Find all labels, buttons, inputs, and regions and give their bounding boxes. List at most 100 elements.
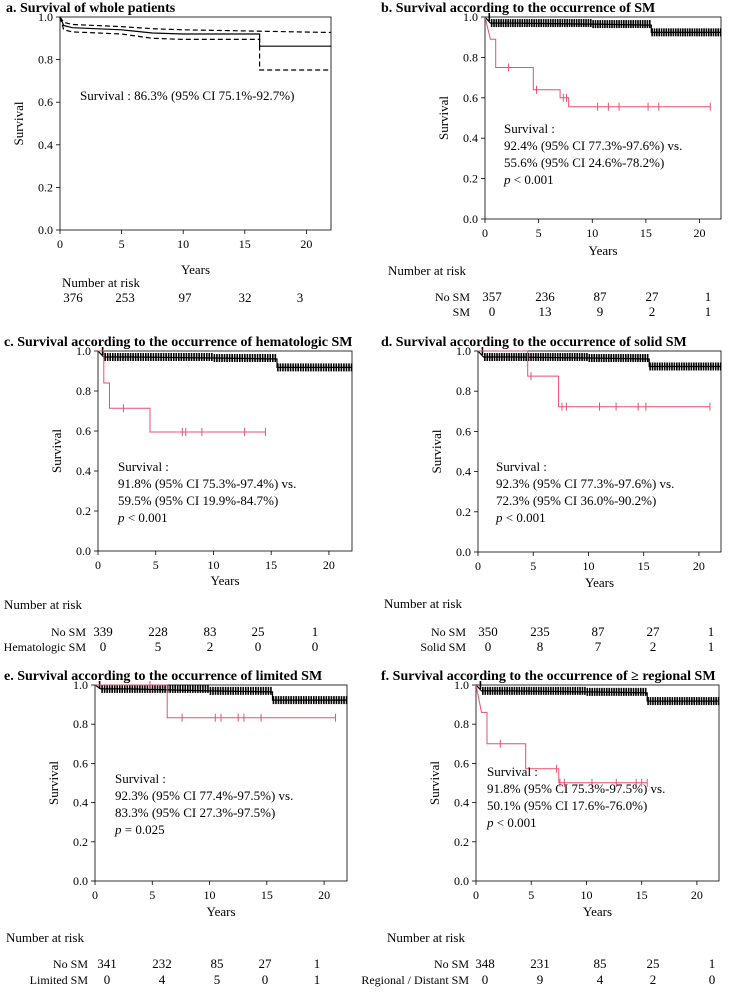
risk-value: 235 [530,624,550,639]
annotation-line: 91.8% (95% CI 75.3%-97.5%) vs. [487,781,665,796]
x-axis-label: Years [583,904,612,919]
risk-value: 1 [709,956,716,971]
y-tick-label: 0.6 [38,95,53,109]
y-tick-label: 0.6 [456,424,471,438]
plot-frame [59,16,332,231]
y-tick-label: 0.8 [463,50,478,64]
p-value: < 0.001 [503,510,546,525]
y-tick-label: 0.6 [463,91,478,105]
risk-value: 0 [312,639,319,654]
y-tick-label: 0.0 [76,544,91,558]
annotation-line: 92.3% (95% CI 77.4%-97.5%) vs. [115,788,293,803]
risk-value: 0 [709,972,716,987]
risk-value: 1 [705,304,712,319]
y-tick-label: 0.8 [454,717,469,731]
y-tick-label: 0.4 [76,464,91,478]
risk-row-label: Limited SM [30,973,89,987]
risk-value: 25 [252,624,265,639]
risk-value: 27 [647,624,661,639]
y-tick-label: 0.2 [463,172,478,186]
plot-frame [97,350,353,552]
annotation-line: Survival : [115,771,166,786]
y-tick-label: 0.4 [38,138,53,152]
risk-value: 5 [155,639,162,654]
plot-frame [484,16,722,220]
risk-value: 8 [537,639,544,654]
panel-title: f. Survival according to the occurrence … [381,669,716,684]
series-upper-ci [59,16,332,34]
x-axis-label: Years [588,243,617,258]
risk-header: Number at risk [388,263,466,278]
plot-frame [94,684,348,882]
risk-value: 0 [100,639,107,654]
annotation-line: Survival : [118,459,169,474]
risk-value: 85 [594,956,607,971]
risk-value: 0 [104,972,111,987]
annotation-line: Survival : [496,459,547,474]
risk-value: 9 [597,304,604,319]
risk-value: 1 [314,972,321,987]
risk-row-label: No SM [434,957,469,971]
series-sm [95,684,336,719]
p-symbol: p [114,822,122,837]
y-tick-label: 0.4 [454,796,469,810]
x-tick-label: 10 [580,888,592,902]
annotation-line: p < 0.001 [503,172,554,187]
risk-value: 376 [63,290,83,305]
x-tick-label: 20 [694,226,706,240]
y-tick-label: 0.4 [456,465,471,479]
risk-header: Number at risk [384,596,462,611]
risk-row-label: No SM [51,625,86,639]
annotation-line: p < 0.001 [486,815,537,830]
annotation-line: 92.4% (95% CI 77.3%-97.6%) vs. [504,138,682,153]
x-tick-label: 0 [475,559,481,573]
risk-value: 236 [535,289,555,304]
series-lower-ci [59,16,331,71]
x-tick-label: 5 [153,558,159,572]
x-tick-label: 5 [149,888,155,902]
risk-value: 83 [204,624,217,639]
annotation-line: p = 0.025 [114,822,165,837]
p-symbol: p [117,510,125,525]
y-tick-label: 1.0 [38,10,53,24]
risk-value: 4 [159,972,166,987]
panel-d: d. Survival according to the occurrence … [381,335,722,654]
y-tick-label: 1.0 [456,344,471,358]
risk-value: 232 [152,956,172,971]
series-no-sm [477,350,721,368]
y-tick-label: 0.6 [76,424,91,438]
x-tick-label: 5 [528,888,534,902]
risk-value: 3 [297,290,304,305]
x-tick-label: 20 [323,558,335,572]
panel-b: b. Survival according to the occurrence … [381,1,722,319]
p-value: < 0.001 [494,815,537,830]
risk-value: 2 [649,304,656,319]
x-tick-label: 0 [473,888,479,902]
y-tick-label: 0.4 [463,131,478,145]
x-tick-label: 15 [265,558,277,572]
y-tick-label: 1.0 [463,10,478,24]
panel-title: b. Survival according to the occurrence … [381,1,655,16]
risk-value: 87 [592,624,606,639]
risk-row-label: Hematologic SM [4,640,87,654]
risk-value: 97 [179,290,193,305]
x-tick-label: 15 [640,226,652,240]
x-tick-label: 10 [207,558,219,572]
risk-value: 2 [207,639,214,654]
risk-value: 339 [93,624,113,639]
risk-value: 0 [482,972,489,987]
risk-value: 348 [475,956,495,971]
x-tick-label: 5 [119,237,125,251]
annotation-line: Survival : [504,121,555,136]
y-tick-label: 0.0 [454,874,469,888]
y-tick-label: 0.0 [463,212,478,226]
annotation-line: Survival : 86.3% (95% CI 75.1%-92.7%) [80,88,294,103]
panel-e: e. Survival according to the occurrence … [4,669,348,987]
risk-value: 0 [255,639,262,654]
risk-value: 2 [650,639,657,654]
p-value: < 0.001 [125,510,168,525]
annotation-line: p < 0.001 [117,510,168,525]
panel-a: a. Survival of whole patients 0.0 0.2 0.4 0.… [6,1,332,305]
y-tick-label: 0.2 [76,504,91,518]
y-axis-label: Survival [436,96,451,140]
